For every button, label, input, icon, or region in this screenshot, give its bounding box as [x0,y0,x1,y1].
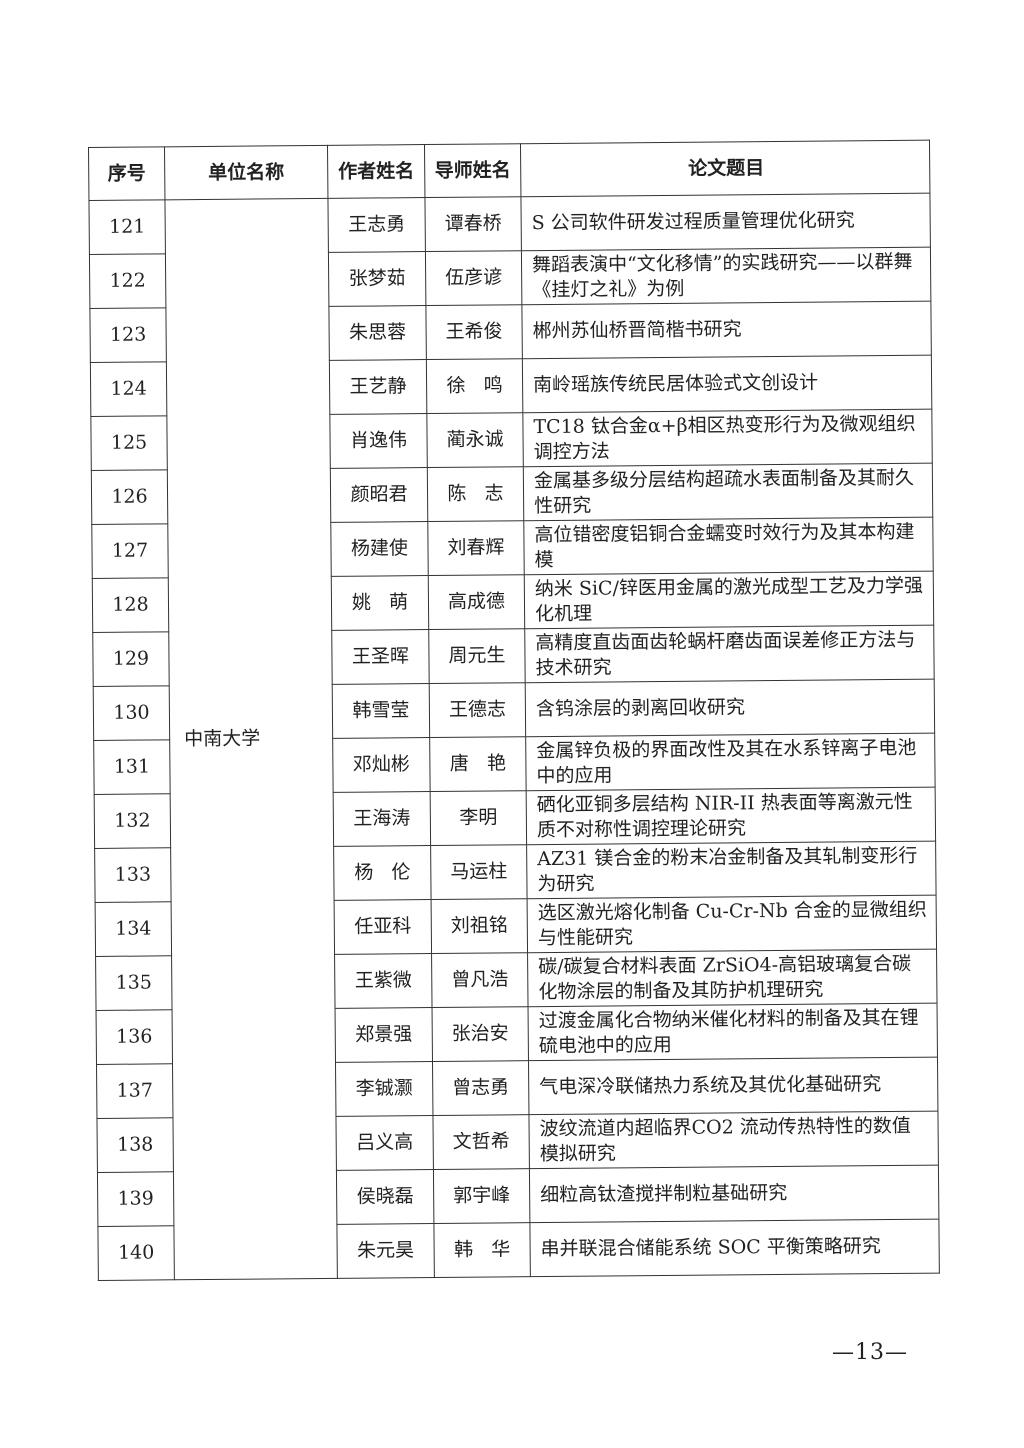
row-index: 135 [95,955,173,1011]
author-name: 张梦茹 [328,251,426,307]
author-name: 杨 伦 [333,845,432,901]
advisor-name: 张治安 [432,1006,529,1062]
author-name: 朱思蓉 [328,305,427,361]
advisor-name: 高成德 [428,574,525,630]
thesis-title: 串并联混合储能系统 SOC 平衡策略研究 [529,1219,940,1277]
row-index: 133 [94,847,172,903]
thesis-title: TC18 钛合金α+β相区热变形行为及微观组织调控方法 [522,409,933,467]
row-index: 134 [95,901,172,957]
author-name: 姚 萌 [331,575,429,631]
author-name: 王紫微 [334,953,433,1009]
advisor-name: 曾凡浩 [431,952,529,1008]
unit-name: 中南大学 [164,198,338,1280]
author-name: 邓灿彬 [332,737,431,793]
author-name: 王志勇 [327,197,426,253]
thesis-title: 硒化亚铜多层结构 NIR-II 热表面等离激元性质不对称性调控理论研究 [526,787,936,845]
row-index: 138 [96,1117,174,1173]
advisor-name: 王德志 [429,682,526,738]
author-name: 朱元昊 [336,1223,435,1279]
thesis-title: 碳/碳复合材料表面 ZrSiO4-高铝玻璃复合碳化物涂层的制备及其防护机理研究 [527,949,938,1007]
author-name: 郑景强 [335,1007,433,1063]
thesis-title: 纳米 SiC/锌医用金属的激光成型工艺及力学强化机理 [524,571,934,629]
thesis-title: 含钨涂层的剥离回收研究 [525,679,935,737]
author-name: 任亚科 [334,899,432,955]
row-index: 125 [90,415,168,471]
author-name: 颜昭君 [330,467,428,523]
row-index: 140 [97,1225,175,1281]
advisor-name: 曾志勇 [432,1060,529,1116]
row-index: 124 [90,361,167,417]
thesis-title: S 公司软件研发过程质量管理优化研究 [520,193,931,251]
thesis-title: 气电深冷联储热力系统及其优化基础研究 [528,1057,938,1115]
advisor-name: 唐 艳 [429,736,527,792]
row-index: 129 [92,631,170,687]
row-index: 137 [96,1063,173,1119]
header-unit: 单位名称 [164,145,328,200]
page-number: —13— [832,1340,908,1365]
header-index: 序号 [88,146,165,201]
thesis-table: 序号 单位名称 作者姓名 导师姓名 论文题目 121 中南大学 王志勇 谭春桥 S 公司… [88,140,940,1281]
thesis-title: 高位错密度铝铜合金蠕变时效行为及其本构建模 [523,517,934,575]
advisor-name: 王希俊 [425,304,523,360]
advisor-name: 谭春桥 [424,196,522,252]
author-name: 韩雪莹 [332,683,430,739]
advisor-name: 马运柱 [430,844,528,900]
thesis-table-container: 序号 单位名称 作者姓名 导师姓名 论文题目 121 中南大学 王志勇 谭春桥 S 公司… [88,140,940,1281]
row-index: 130 [93,685,170,741]
advisor-name: 李明 [430,790,527,846]
advisor-name: 伍彦谚 [425,250,522,306]
thesis-title: 舞蹈表演中“文化移情”的实践研究——以群舞《挂灯之礼》为例 [521,247,931,305]
thesis-title: 选区激光熔化制备 Cu-Cr-Nb 合金的显微组织与性能研究 [527,895,937,953]
author-name: 肖逸伟 [329,413,428,469]
advisor-name: 徐 鸣 [426,358,523,414]
thesis-title: 郴州苏仙桥晋简楷书研究 [521,301,932,359]
advisor-name: 陈 志 [427,466,524,522]
advisor-name: 刘祖铭 [431,898,528,954]
author-name: 王海涛 [333,791,431,847]
thesis-title: 金属基多级分层结构超疏水表面制备及其耐久性研究 [523,463,933,521]
author-name: 王艺静 [329,359,427,415]
author-name: 王圣晖 [331,629,430,685]
advisor-name: 郭宇峰 [433,1168,530,1224]
row-index: 122 [89,253,166,309]
thesis-title: 高精度直齿面齿轮蜗杆磨齿面误差修正方法与技术研究 [524,625,935,683]
author-name: 侯晓磊 [336,1169,434,1225]
table-row: 121 中南大学 王志勇 谭春桥 S 公司软件研发过程质量管理优化研究 [88,193,931,1280]
row-index: 128 [92,577,169,633]
advisor-name: 文哲希 [432,1114,530,1170]
thesis-title: AZ31 镁合金的粉末冶金制备及其轧制变形行为研究 [526,841,937,899]
thesis-title: 南岭瑶族传统民居体验式文创设计 [522,355,932,413]
advisor-name: 刘春辉 [427,520,525,576]
header-title: 论文题目 [520,140,930,197]
advisor-name: 周元生 [428,628,526,684]
header-author: 作者姓名 [327,144,425,199]
table-header-row: 序号 单位名称 作者姓名 导师姓名 论文题目 [88,140,930,201]
row-index: 121 [88,199,166,255]
row-index: 139 [97,1171,174,1227]
row-index: 126 [91,469,168,525]
author-name: 吕义高 [335,1115,434,1171]
thesis-title: 过渡金属化合物纳米催化材料的制备及其在锂硫电池中的应用 [528,1003,938,1061]
thesis-title: 波纹流道内超临界CO2 流动传热特性的数值模拟研究 [528,1111,939,1169]
thesis-title: 细粒高钛渣搅拌制粒基础研究 [529,1165,939,1223]
row-index: 131 [93,739,171,795]
header-advisor: 导师姓名 [424,143,521,198]
row-index: 136 [96,1009,173,1065]
advisor-name: 蔺永诚 [426,412,524,468]
author-name: 杨建使 [330,521,429,577]
thesis-title: 金属锌负极的界面改性及其在水系锌离子电池中的应用 [525,733,936,791]
row-index: 132 [94,793,171,849]
table-body: 121 中南大学 王志勇 谭春桥 S 公司软件研发过程质量管理优化研究 122 张梦茹 伍彦谚… [88,193,940,1281]
row-index: 123 [89,307,167,363]
row-index: 127 [91,523,169,579]
advisor-name: 韩 华 [433,1222,531,1278]
author-name: 李铖灏 [335,1061,433,1117]
